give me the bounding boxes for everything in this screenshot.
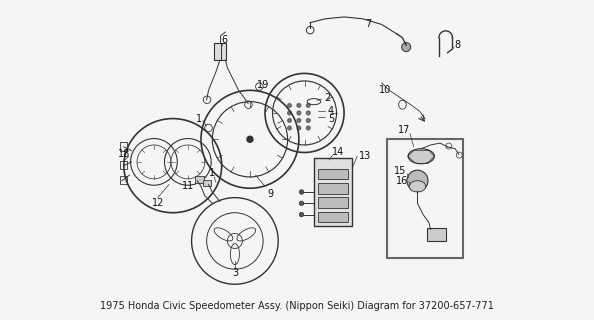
Circle shape [247, 136, 253, 142]
Circle shape [307, 111, 310, 115]
Ellipse shape [407, 170, 428, 191]
Circle shape [297, 119, 301, 122]
Ellipse shape [299, 212, 304, 217]
Text: 3: 3 [232, 268, 238, 278]
Text: 18: 18 [118, 149, 130, 159]
Text: 13: 13 [359, 151, 371, 161]
Text: 6: 6 [222, 35, 228, 44]
Circle shape [307, 119, 310, 122]
Circle shape [287, 104, 291, 107]
Bar [195, 176, 204, 183]
Bar [318, 183, 348, 194]
Text: 15: 15 [394, 166, 407, 176]
Bar [203, 180, 211, 186]
Circle shape [307, 126, 310, 130]
Circle shape [287, 111, 291, 115]
Bar [387, 139, 463, 258]
Text: 2: 2 [324, 93, 330, 103]
Bar [318, 169, 348, 179]
Text: 8: 8 [454, 40, 460, 50]
Circle shape [287, 119, 291, 122]
Bar [120, 176, 127, 184]
Bar [427, 228, 446, 241]
Bar [120, 161, 127, 169]
Circle shape [297, 104, 301, 107]
Ellipse shape [409, 181, 426, 192]
Text: 1: 1 [209, 168, 216, 178]
Text: 7: 7 [365, 20, 372, 29]
Text: 4: 4 [328, 106, 334, 116]
Text: 17: 17 [398, 125, 410, 135]
Circle shape [287, 126, 291, 130]
Ellipse shape [299, 201, 304, 205]
Bar [318, 212, 348, 222]
Text: 10: 10 [380, 85, 391, 95]
Bar [318, 197, 348, 208]
Bar [214, 43, 226, 60]
Circle shape [297, 126, 301, 130]
Text: 19: 19 [257, 80, 269, 90]
Text: 9: 9 [267, 189, 274, 199]
Text: 1: 1 [196, 114, 202, 124]
Text: 16: 16 [396, 176, 409, 186]
Circle shape [297, 111, 301, 115]
Ellipse shape [408, 149, 434, 164]
Text: 12: 12 [151, 198, 164, 208]
Ellipse shape [299, 190, 304, 194]
Bar [120, 142, 127, 151]
Circle shape [307, 104, 310, 107]
Text: 1975 Honda Civic Speedometer Assy. (Nippon Seiki) Diagram for 37200-657-771: 1975 Honda Civic Speedometer Assy. (Nipp… [100, 300, 494, 311]
Bar [314, 158, 352, 226]
Ellipse shape [402, 43, 410, 52]
Text: 11: 11 [182, 181, 194, 191]
Text: 5: 5 [328, 114, 334, 124]
Text: 14: 14 [332, 148, 345, 157]
